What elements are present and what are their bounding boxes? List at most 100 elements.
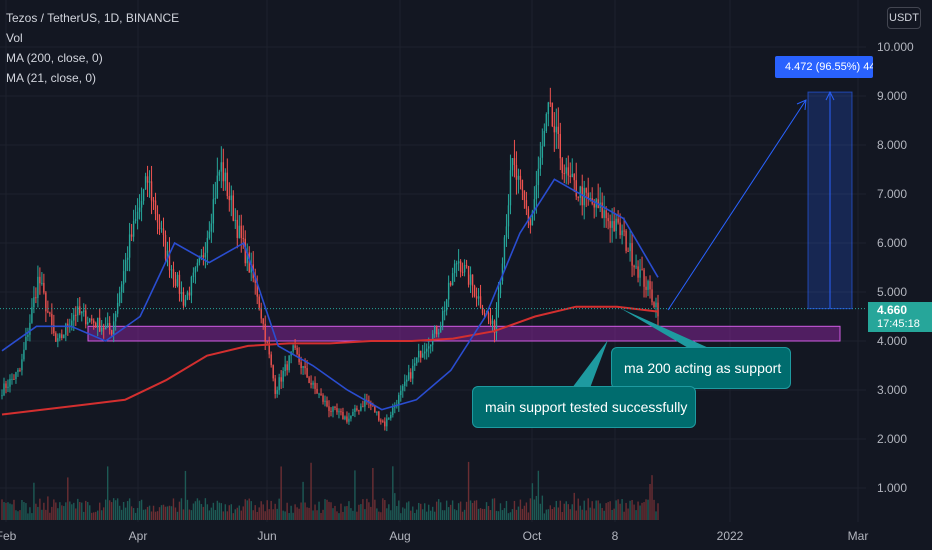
volume-bar [619,503,621,520]
candle-body [489,318,492,324]
callout-pointer [572,340,608,388]
legend-ma21[interactable]: MA (21, close, 0) [6,71,97,85]
candle-body [244,238,246,264]
candle-body [577,196,579,198]
candle-body [83,310,85,312]
volume-bar [577,498,579,520]
candle-body [350,415,352,419]
volume-bar [561,512,563,520]
volume-bar [439,502,442,520]
candle-body [471,274,474,286]
volume-bar [445,500,448,520]
last-price-tag: 4.660 17:45:18 [868,302,932,332]
volume-bar [511,509,514,520]
candle-body [164,234,167,259]
candle-body [555,126,558,133]
volume-bar [200,504,203,520]
volume-bar [284,511,286,520]
volume-bar [166,506,169,520]
price-axis[interactable]: 1.000 2.000 3.000 4.000 5.000 6.000 7.000 8.000… [877,40,914,495]
candle-body [420,350,422,358]
callout-ma200-support[interactable]: ma 200 acting as support [611,347,791,389]
volume-bar [495,510,498,520]
callout-main-support[interactable]: main support tested successfully [472,386,696,428]
volume-bar [420,503,422,520]
volume-bar [655,511,657,520]
candle-body [310,382,312,385]
volume-bar [212,502,215,520]
volume-bar [232,513,234,520]
candle-body [521,179,524,191]
candle-body [97,317,99,328]
candle-body [543,131,546,147]
volume-bar [406,502,408,520]
candle-body [459,261,462,272]
measure-range[interactable] [807,90,853,310]
volume-bar [104,499,107,520]
volume-bar [388,504,390,520]
candle-body [180,292,183,294]
volume-bar [130,506,133,520]
volume-bar [549,505,552,520]
legend-ma200[interactable]: MA (200, close, 0) [6,51,103,65]
candle-body [138,207,141,212]
volume-bar [270,500,272,520]
volume-bar [651,475,653,520]
volume-bar [477,508,480,520]
volume-bar [27,513,29,520]
volume-bar [396,506,398,520]
volume-bar [242,506,244,520]
volume-bar [398,500,400,520]
ma21-line [1,178,659,411]
volume-bar [505,500,508,520]
candle-body [433,326,436,334]
volume-bar [489,510,492,520]
volume-bar [67,477,69,520]
y-tick-label: 4.000 [877,334,907,348]
candle-body [579,186,581,198]
legend-symbol[interactable]: Tezos / TetherUS, 1D, BINANCE [6,11,180,25]
candle-body [573,173,575,181]
volume-bar [95,511,97,520]
legend-vol[interactable]: Vol [6,31,23,45]
volume-bar [51,506,53,520]
volume-bar [382,498,384,520]
candle-body [402,385,404,391]
volume-bar [47,496,49,520]
candle-body [316,388,318,394]
volume-bar [433,511,436,520]
candle-body [390,415,392,419]
candle-body [266,341,268,343]
volume-bar [280,466,282,520]
currency-button[interactable]: USDT [887,7,921,29]
y-tick-label: 9.000 [877,89,907,103]
x-tick-label: 8 [612,529,619,543]
volume-bar [380,512,382,520]
candle-body [7,386,9,388]
candle-body [451,273,454,286]
volume-bar [629,500,631,520]
candle-body [148,181,151,183]
candle-body [495,309,498,333]
candle-body [55,333,57,342]
volume-bar [320,512,322,520]
volume-bar [144,509,147,520]
volume-bar [334,505,336,520]
candle-body [374,406,376,413]
candle-body [146,176,149,183]
candle-body [248,252,250,273]
volume-bar [83,511,85,520]
volume-bar [288,513,290,520]
candle-body [59,334,61,339]
candle-body [184,299,187,306]
time-axis[interactable]: Feb Apr Jun Aug Oct 8 2022 Mar [0,529,868,543]
volume-bar [202,506,205,520]
volume-bar [222,511,225,520]
volume-bar [372,468,374,520]
volume-bar [106,466,109,520]
volume-bar [126,501,129,520]
candle-body [232,195,234,221]
candle-body [322,395,324,402]
candle-body [142,189,145,201]
